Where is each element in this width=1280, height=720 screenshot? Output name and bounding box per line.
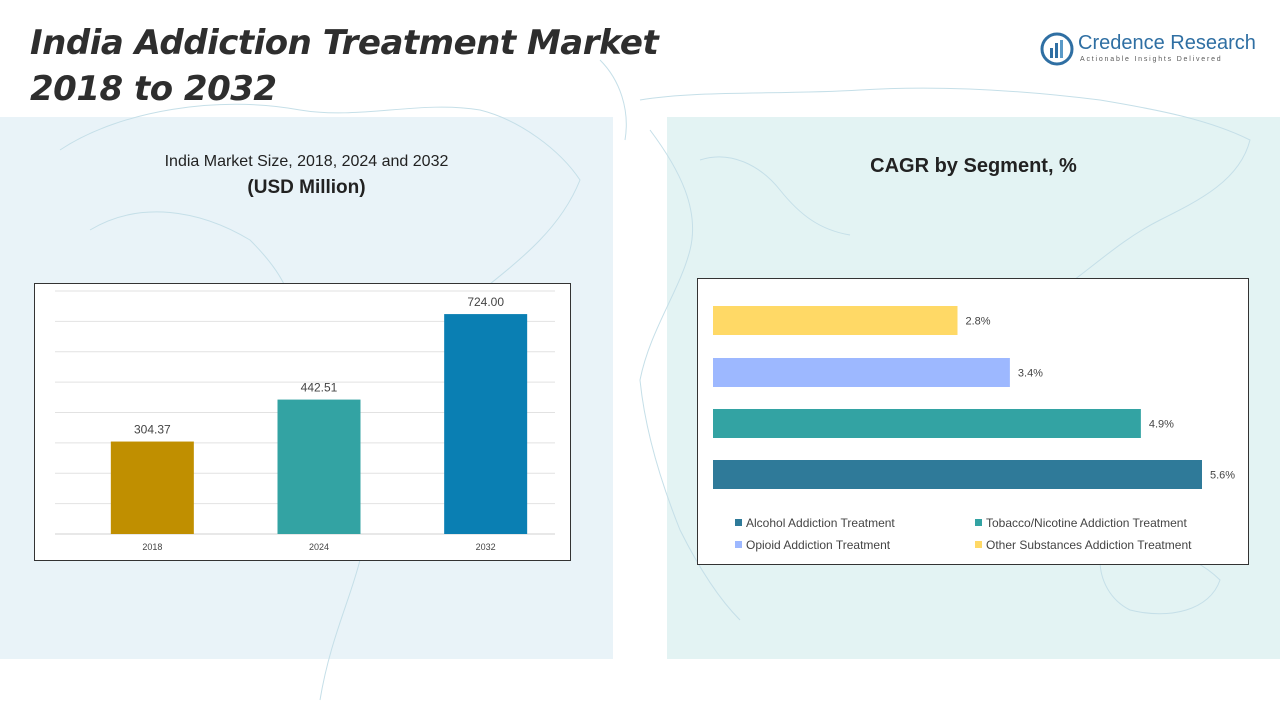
data-label-2024: 442.51 xyxy=(301,381,338,395)
legend-swatch xyxy=(975,541,982,548)
credence-research-logo: Credence Research Actionable Insights De… xyxy=(1040,30,1260,70)
bar-2024 xyxy=(277,399,361,534)
cagr-label-1: 4.9% xyxy=(1149,419,1174,431)
legend-item-other: Other Substances Addiction Treatment xyxy=(975,538,1191,552)
legend-item-alcohol: Alcohol Addiction Treatment xyxy=(735,516,895,530)
market-size-chart-frame: 304.37 2018 442.51 2024 724.00 2032 xyxy=(34,283,571,561)
cagr-bar-2 xyxy=(713,358,1010,387)
bar-2032 xyxy=(444,314,528,534)
market-size-bar-chart: 304.37 2018 442.51 2024 724.00 2032 xyxy=(55,290,555,552)
legend-item-tobacco: Tobacco/Nicotine Addiction Treatment xyxy=(975,516,1187,530)
cagr-label-3: 2.8% xyxy=(966,316,991,328)
cagr-chart-frame: 5.6% 4.9% 3.4% 2.8% xyxy=(697,278,1249,565)
page-title-line2: 2018 to 2032 xyxy=(30,69,277,109)
bar-chart-circle-icon xyxy=(1040,32,1074,66)
legend-label: Alcohol Addiction Treatment xyxy=(746,516,895,530)
tick-label-2018: 2018 xyxy=(142,542,162,552)
legend-swatch xyxy=(735,519,742,526)
cagr-bar-chart: 5.6% 4.9% 3.4% 2.8% xyxy=(713,306,1235,489)
logo-name: Credence Research xyxy=(1078,32,1256,54)
cagr-label-0: 5.6% xyxy=(1210,470,1235,482)
cagr-bar-1 xyxy=(713,409,1141,438)
cagr-bar-0 xyxy=(713,460,1202,489)
legend-swatch xyxy=(735,541,742,548)
legend-label: Other Substances Addiction Treatment xyxy=(986,538,1192,552)
page-title: India Addiction Treatment Market 2018 to… xyxy=(30,20,659,112)
market-size-unit: (USD Million) xyxy=(247,177,366,198)
legend-item-opioid: Opioid Addiction Treatment xyxy=(735,538,890,552)
tick-label-2032: 2032 xyxy=(476,542,496,552)
data-label-2032: 724.00 xyxy=(467,295,504,309)
legend-label: Tobacco/Nicotine Addiction Treatment xyxy=(986,516,1187,530)
legend-label: Opioid Addiction Treatment xyxy=(746,538,891,552)
tick-label-2024: 2024 xyxy=(309,542,329,552)
cagr-label-2: 3.4% xyxy=(1018,368,1043,380)
market-size-subtitle: India Market Size, 2018, 2024 and 2032 xyxy=(164,153,449,170)
legend-swatch xyxy=(975,519,982,526)
bar-2018 xyxy=(110,441,194,534)
cagr-title: CAGR by Segment, % xyxy=(870,155,1077,177)
cagr-bar-3 xyxy=(713,306,958,335)
page-title-line1: India Addiction Treatment Market xyxy=(30,23,659,63)
logo-tagline: Actionable Insights Delivered xyxy=(1080,56,1223,63)
data-label-2018: 304.37 xyxy=(134,423,171,437)
